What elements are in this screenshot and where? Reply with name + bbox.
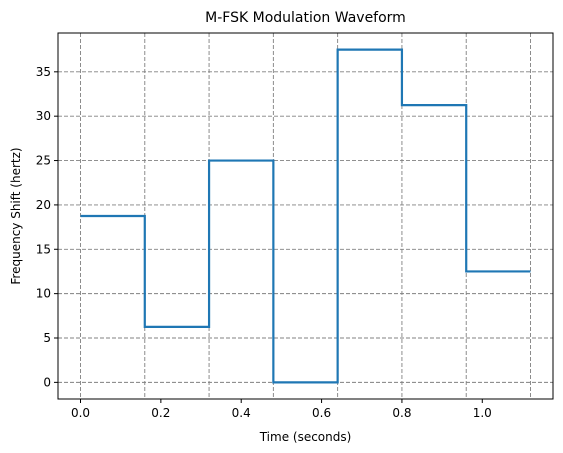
y-tick-label: 25	[36, 154, 51, 168]
y-tick-label: 10	[36, 287, 51, 301]
series-layer	[80, 48, 531, 384]
x-tick-label: 1.0	[473, 406, 492, 420]
y-tick-label: 35	[36, 65, 51, 79]
y-tick-label: 20	[36, 198, 51, 212]
chart-title: M-FSK Modulation Waveform	[205, 10, 406, 26]
axes-frame	[57, 32, 554, 400]
x-axis-ticks: 0.0 0.2 0.4 0.6 0.8 1.0	[71, 399, 492, 420]
x-axis-title: Time (seconds)	[259, 430, 352, 444]
y-tick-label: 0	[43, 375, 51, 389]
x-tick-label: 0.0	[71, 406, 90, 420]
series-step-line	[80, 48, 531, 384]
y-tick-label: 30	[36, 109, 51, 123]
y-axis-title: Frequency Shift (hertz)	[9, 147, 23, 284]
y-tick-label: 5	[43, 331, 51, 345]
y-axis-ticks: 0 5 10 15 20 25 30 35	[36, 65, 58, 389]
x-tick-label: 0.8	[392, 406, 411, 420]
x-tick-label: 0.2	[151, 406, 170, 420]
y-tick-label: 15	[36, 242, 51, 256]
x-tick-label: 0.4	[232, 406, 251, 420]
x-tick-label: 0.6	[312, 406, 331, 420]
plot-area	[57, 32, 554, 400]
